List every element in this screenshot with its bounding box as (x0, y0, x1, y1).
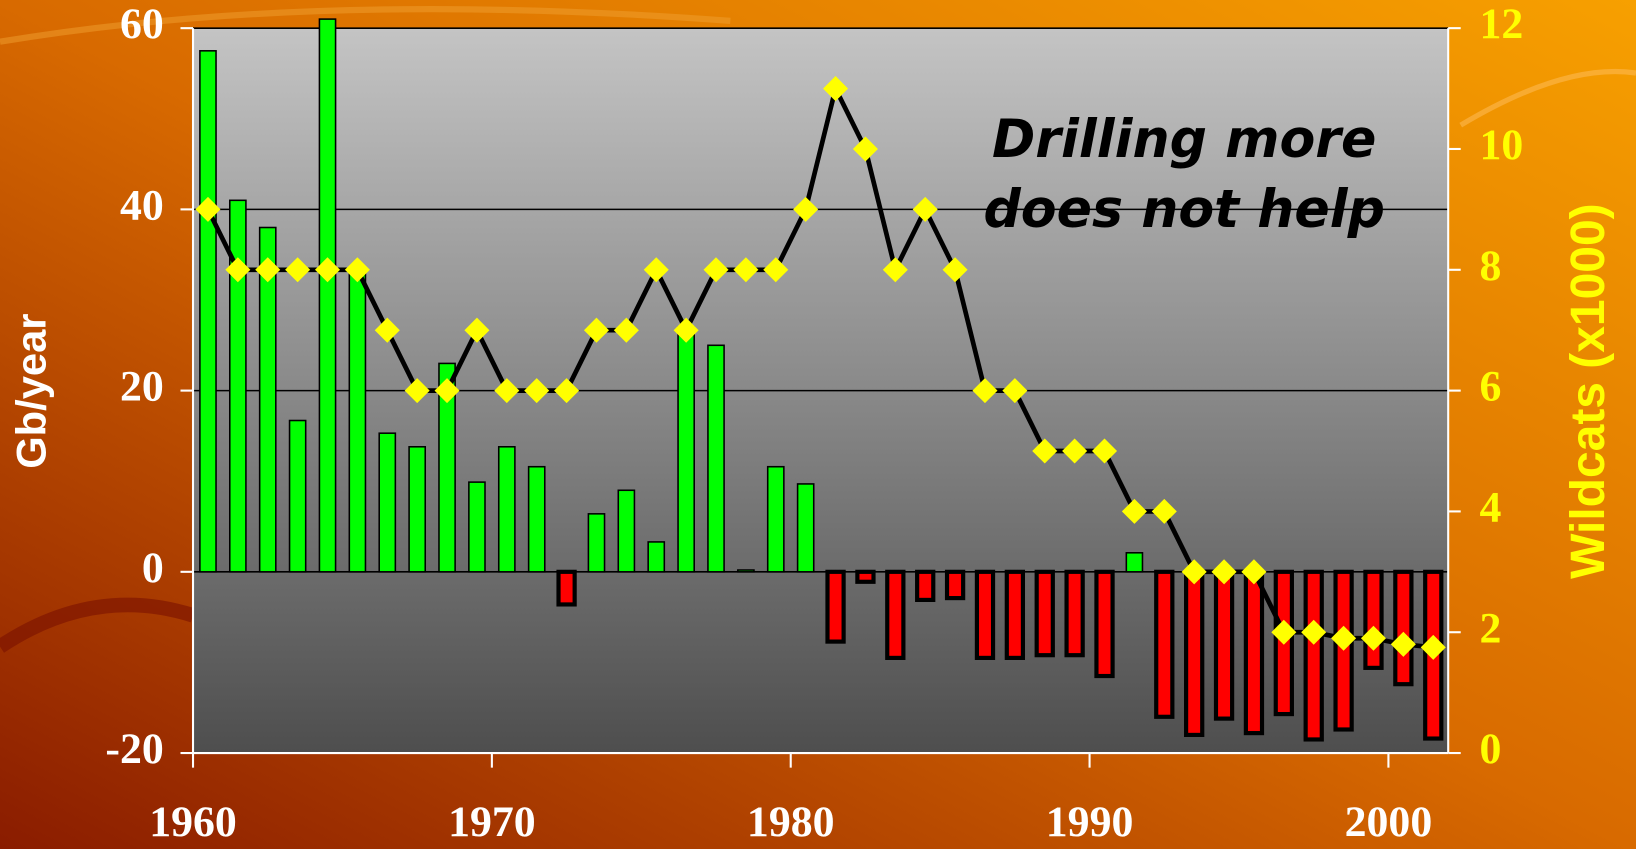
y2-tick-label: 4 (1479, 483, 1501, 531)
bar (915, 569, 936, 602)
y2-tick-label: 8 (1479, 242, 1501, 290)
y-axis-label: Gb/year (7, 313, 54, 468)
x-tick-label: 2000 (1345, 798, 1433, 846)
line-marker (1181, 559, 1207, 585)
line-marker (404, 378, 430, 404)
bar (1004, 569, 1026, 660)
bar (647, 541, 666, 573)
x-tick-label: 1990 (1046, 798, 1134, 846)
bar (556, 569, 577, 607)
bar (1125, 552, 1144, 573)
line-marker (374, 317, 400, 343)
x-tick-label: 1970 (448, 798, 536, 846)
y2-tick-label: 12 (1479, 0, 1523, 48)
line-marker (823, 76, 849, 102)
bar (885, 569, 906, 660)
y2-tick-label: 10 (1479, 121, 1523, 169)
annotation: does not help (983, 180, 1384, 240)
y2-tick-label: 6 (1479, 363, 1501, 411)
bar (318, 18, 337, 573)
line-marker (1301, 619, 1327, 645)
bar (617, 489, 636, 573)
x-tick-label: 1980 (747, 798, 835, 846)
bar (1363, 569, 1384, 670)
line-marker (1420, 634, 1446, 660)
x-tick-label: 1960 (149, 798, 237, 846)
line-marker (464, 317, 490, 343)
bar (1154, 569, 1175, 719)
y-tick-label: 0 (142, 544, 164, 592)
line-marker (1390, 631, 1416, 657)
line-marker (1331, 625, 1357, 651)
line-marker (1151, 498, 1177, 524)
bar (199, 50, 217, 573)
bar (288, 419, 307, 573)
y2-axis-label: Wildcats (x1000) (1562, 203, 1615, 578)
bar (855, 569, 876, 584)
bar (468, 481, 486, 573)
grid (180, 27, 1461, 768)
line-marker (1241, 559, 1267, 585)
bar (1303, 569, 1324, 742)
bar (1064, 569, 1085, 658)
bar (1094, 569, 1115, 679)
bar (1243, 569, 1265, 736)
line-marker (673, 317, 699, 343)
y2-tick-label: 0 (1479, 725, 1501, 773)
y-tick-label: -20 (105, 725, 163, 773)
line-marker (1091, 438, 1118, 464)
bar (796, 483, 815, 573)
bar (587, 513, 606, 573)
decoration (0, 6, 731, 45)
y-tick-label: 60 (120, 0, 164, 48)
y-tick-label: 40 (120, 181, 164, 229)
line-marker (793, 196, 819, 222)
line-marker (912, 196, 938, 222)
bar (228, 199, 247, 573)
bar (825, 569, 846, 644)
bar (497, 445, 516, 573)
line-marker (1002, 378, 1028, 404)
bar (1213, 569, 1235, 721)
bar (974, 569, 996, 660)
bar (766, 465, 785, 573)
bar (527, 465, 546, 573)
bar (408, 445, 427, 573)
bar (438, 362, 456, 573)
bar (707, 344, 725, 573)
line-marker (1211, 559, 1237, 585)
bar (944, 569, 966, 601)
y-tick-label: 20 (120, 363, 164, 411)
line-marker (434, 378, 460, 404)
line-marker (1360, 625, 1387, 651)
line-marker (195, 196, 221, 222)
line-marker (524, 378, 550, 404)
bar (737, 569, 755, 573)
line-marker (494, 378, 520, 404)
decoration (0, 597, 196, 653)
bar (1184, 569, 1205, 738)
bar (1393, 569, 1414, 687)
annotation: Drilling more (992, 110, 1376, 170)
bar (348, 272, 367, 573)
line-marker (554, 378, 580, 404)
y2-tick-label: 2 (1479, 604, 1501, 652)
bar (677, 326, 695, 573)
bar (1034, 569, 1055, 658)
marks (195, 18, 1446, 742)
decoration (1459, 68, 1636, 128)
bar (258, 226, 277, 573)
bar (378, 432, 397, 573)
